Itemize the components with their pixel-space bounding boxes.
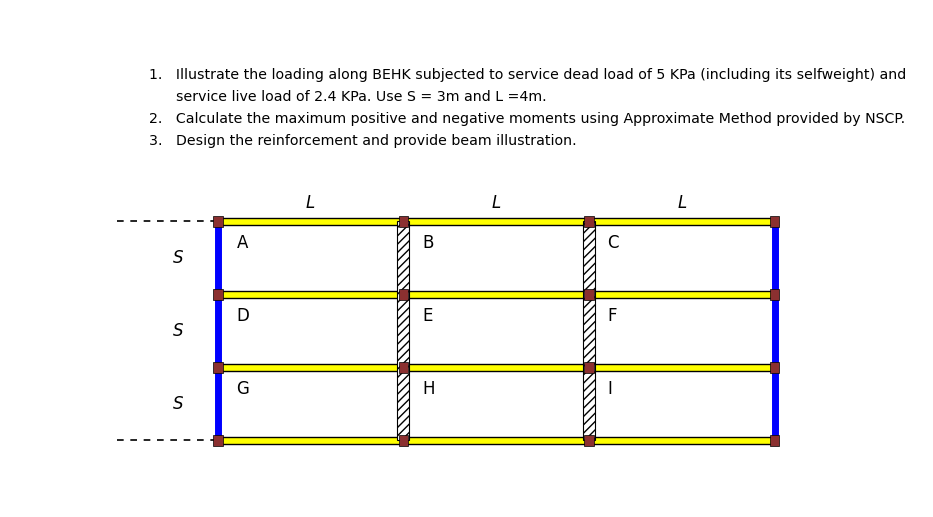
Bar bbox=[398, 216, 408, 227]
Bar bbox=[584, 216, 593, 227]
Bar bbox=[398, 288, 408, 300]
Text: L: L bbox=[492, 194, 501, 212]
Bar bbox=[770, 288, 779, 300]
Bar bbox=[770, 362, 779, 373]
Bar bbox=[584, 362, 593, 373]
Text: C: C bbox=[607, 234, 620, 252]
Bar bbox=[218, 291, 774, 298]
Bar bbox=[218, 436, 774, 444]
Text: D: D bbox=[236, 308, 249, 325]
Bar bbox=[213, 362, 223, 373]
Text: I: I bbox=[607, 381, 612, 399]
Text: E: E bbox=[422, 308, 432, 325]
Text: 3.   Design the reinforcement and provide beam illustration.: 3. Design the reinforcement and provide … bbox=[149, 134, 577, 148]
Bar bbox=[584, 435, 593, 446]
Bar bbox=[398, 362, 408, 373]
Text: G: G bbox=[236, 381, 249, 399]
Text: L: L bbox=[306, 194, 315, 212]
Text: S: S bbox=[173, 395, 184, 413]
Bar bbox=[583, 221, 595, 440]
Text: H: H bbox=[422, 381, 435, 399]
Text: 1.   Illustrate the loading along BEHK subjected to service dead load of 5 KPa (: 1. Illustrate the loading along BEHK sub… bbox=[149, 68, 907, 82]
Bar bbox=[213, 288, 223, 300]
Bar bbox=[398, 435, 408, 446]
Bar bbox=[584, 288, 593, 300]
Bar bbox=[770, 435, 779, 446]
Text: 2.   Calculate the maximum positive and negative moments using Approximate Metho: 2. Calculate the maximum positive and ne… bbox=[149, 112, 905, 126]
Bar bbox=[218, 363, 774, 371]
Text: service live load of 2.4 KPa. Use S = 3m and L =4m.: service live load of 2.4 KPa. Use S = 3m… bbox=[149, 90, 547, 104]
Bar bbox=[770, 216, 779, 227]
Bar bbox=[213, 435, 223, 446]
Text: A: A bbox=[236, 234, 248, 252]
Text: B: B bbox=[422, 234, 434, 252]
Bar bbox=[218, 218, 774, 225]
Text: S: S bbox=[173, 249, 184, 267]
Bar bbox=[213, 216, 223, 227]
Bar bbox=[397, 221, 410, 440]
Text: S: S bbox=[173, 322, 184, 340]
Text: F: F bbox=[607, 308, 617, 325]
Text: L: L bbox=[677, 194, 687, 212]
